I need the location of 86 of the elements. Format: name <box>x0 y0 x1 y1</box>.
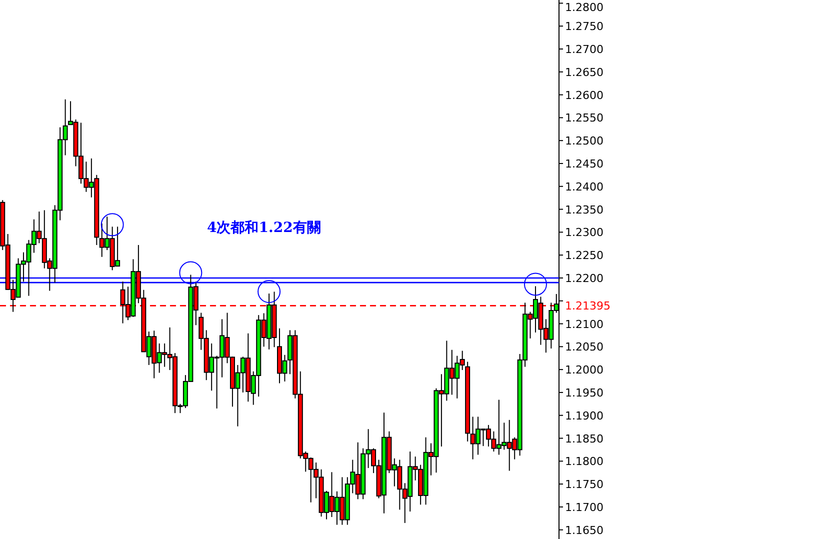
y-tick-label: 1.2200 <box>565 272 604 285</box>
candlestick <box>486 424 491 447</box>
candlestick <box>532 286 538 333</box>
candlestick <box>392 458 397 487</box>
candlestick <box>308 456 314 503</box>
candlestick <box>355 442 360 500</box>
candlestick <box>282 354 288 382</box>
candlestick <box>115 226 120 268</box>
y-tick-label: 1.2450 <box>565 157 604 170</box>
candlestick <box>156 342 162 374</box>
candlestick <box>502 422 507 450</box>
candlestick <box>36 211 42 244</box>
candlestick <box>99 222 104 258</box>
y-tick-label: 1.2250 <box>565 249 604 262</box>
candlestick <box>491 430 496 452</box>
candlestick <box>340 476 345 526</box>
candlestick <box>402 482 408 524</box>
candlestick <box>449 349 454 396</box>
candlestick <box>512 436 518 460</box>
candlestick <box>528 311 533 339</box>
y-tick-label: 1.2800 <box>565 1 604 14</box>
candlestick <box>198 312 204 350</box>
candlestick <box>214 355 220 409</box>
annotation: 4次都和1.22有關 <box>207 220 321 236</box>
y-tick-label: 1.2100 <box>565 318 604 331</box>
candlestick <box>88 158 94 198</box>
candlestick <box>412 456 418 481</box>
y-tick-label: 1.1700 <box>565 500 604 514</box>
candlestick <box>42 210 47 269</box>
candlestick <box>470 416 476 460</box>
y-tick-label: 1.2550 <box>565 112 604 125</box>
y-tick-label: 1.2750 <box>565 20 604 34</box>
y-tick-label: 1.2300 <box>565 226 604 240</box>
candlestick <box>250 370 256 406</box>
candlestick <box>329 472 334 518</box>
y-tick-label: 1.2650 <box>565 66 604 79</box>
y-tick-label: 1.2050 <box>565 340 604 354</box>
candlestick <box>78 122 84 184</box>
y-tick-label: 1.1650 <box>565 524 604 537</box>
ref-line-label: 1.21395 <box>565 300 610 313</box>
candlestick <box>460 350 465 371</box>
candlestick <box>209 342 214 392</box>
candlestick <box>334 490 340 526</box>
candlestick <box>68 100 74 126</box>
y-tick-label: 1.1750 <box>565 478 604 492</box>
candlestick <box>454 355 460 399</box>
candlestick <box>240 356 246 393</box>
candlestick <box>84 161 89 192</box>
candlestick <box>506 419 512 472</box>
candlestick <box>162 342 168 368</box>
candlestick <box>31 218 36 254</box>
candlestick <box>543 318 548 354</box>
y-tick-label: 1.2600 <box>565 88 604 102</box>
y-tick-label: 1.2700 <box>565 43 604 56</box>
y-tick-label: 1.1850 <box>565 432 604 446</box>
candlestick <box>220 318 225 378</box>
candlestick <box>261 312 266 348</box>
candlestick <box>26 239 32 296</box>
candlestick <box>371 448 376 474</box>
candlestick <box>167 326 172 371</box>
candlestick <box>21 252 26 282</box>
candlestick <box>62 98 68 156</box>
candlestick <box>428 442 434 476</box>
candlestick <box>350 459 356 494</box>
candlestick <box>235 364 240 427</box>
candlestick <box>397 459 402 510</box>
y-tick-label: 1.1900 <box>565 409 604 422</box>
candlestick <box>366 428 371 469</box>
candlestick <box>104 216 110 251</box>
y-tick-label: 1.1950 <box>565 386 604 400</box>
candlestick <box>178 403 183 414</box>
candlestick <box>224 312 230 364</box>
y-tick-label: 1.2400 <box>565 180 604 194</box>
y-tick-label: 1.2000 <box>565 364 604 377</box>
candlestick <box>146 331 152 366</box>
candlestick <box>476 416 481 456</box>
candlestick <box>496 399 502 456</box>
candlestick <box>480 428 486 447</box>
y-tick-label: 1.2500 <box>565 134 604 148</box>
y-tick-label: 1.2350 <box>565 203 604 216</box>
candlestick <box>314 462 319 499</box>
candlestick <box>324 490 330 520</box>
y-tick-label: 1.1800 <box>565 455 604 468</box>
candlestick <box>47 258 52 292</box>
candlestick <box>303 451 308 472</box>
candlestick <box>438 374 444 447</box>
